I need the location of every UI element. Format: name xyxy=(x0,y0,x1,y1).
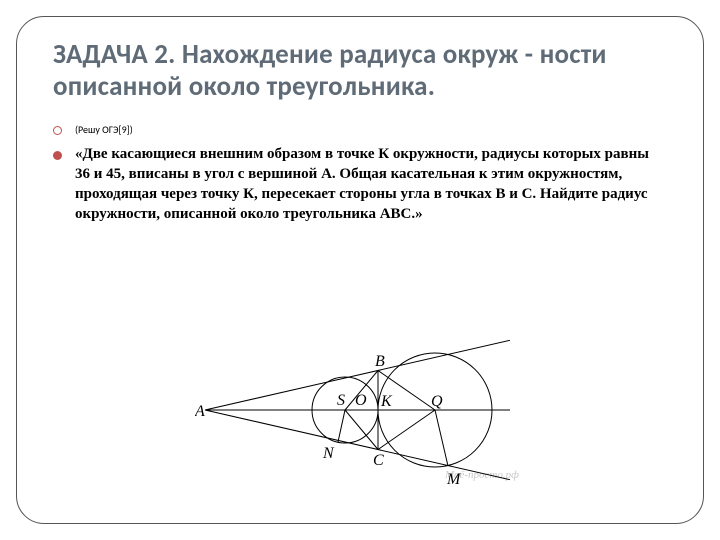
label-s: S xyxy=(337,392,345,409)
slide-title: ЗАДАЧА 2. Нахождение радиуса окруж - нос… xyxy=(53,39,667,103)
bullet-dot-filled xyxy=(53,151,62,160)
radius-qm xyxy=(435,410,448,466)
label-m: M xyxy=(446,471,462,488)
label-o: O xyxy=(355,392,367,409)
bullet-list: (Решу ОГЭ[9]) «Две касающиеся внешним об… xyxy=(53,119,667,225)
label-b: B xyxy=(375,353,385,370)
bullet-problem: «Две касающиеся внешним образом в точке … xyxy=(53,144,667,225)
bullet-dot-hollow xyxy=(53,126,62,135)
slide-frame: ЗАДАЧА 2. Нахождение радиуса окруж - нос… xyxy=(16,16,704,524)
bullet-source: (Решу ОГЭ[9]) xyxy=(53,119,667,138)
source-text: (Решу ОГЭ[9]) xyxy=(75,123,133,136)
diagram-container: Моё-просто.рф A B C S xyxy=(17,320,703,505)
segment-qc xyxy=(378,410,435,450)
problem-text: «Две касающиеся внешним образом в точке … xyxy=(75,146,649,223)
label-c: C xyxy=(373,452,384,469)
label-q: Q xyxy=(431,393,443,410)
label-a: A xyxy=(195,403,205,420)
geometry-diagram: Моё-просто.рф A B C S xyxy=(195,320,525,500)
label-n: N xyxy=(322,445,335,462)
label-k: K xyxy=(380,393,393,410)
radius-sn xyxy=(338,410,345,442)
angle-side-bottom xyxy=(205,410,510,480)
